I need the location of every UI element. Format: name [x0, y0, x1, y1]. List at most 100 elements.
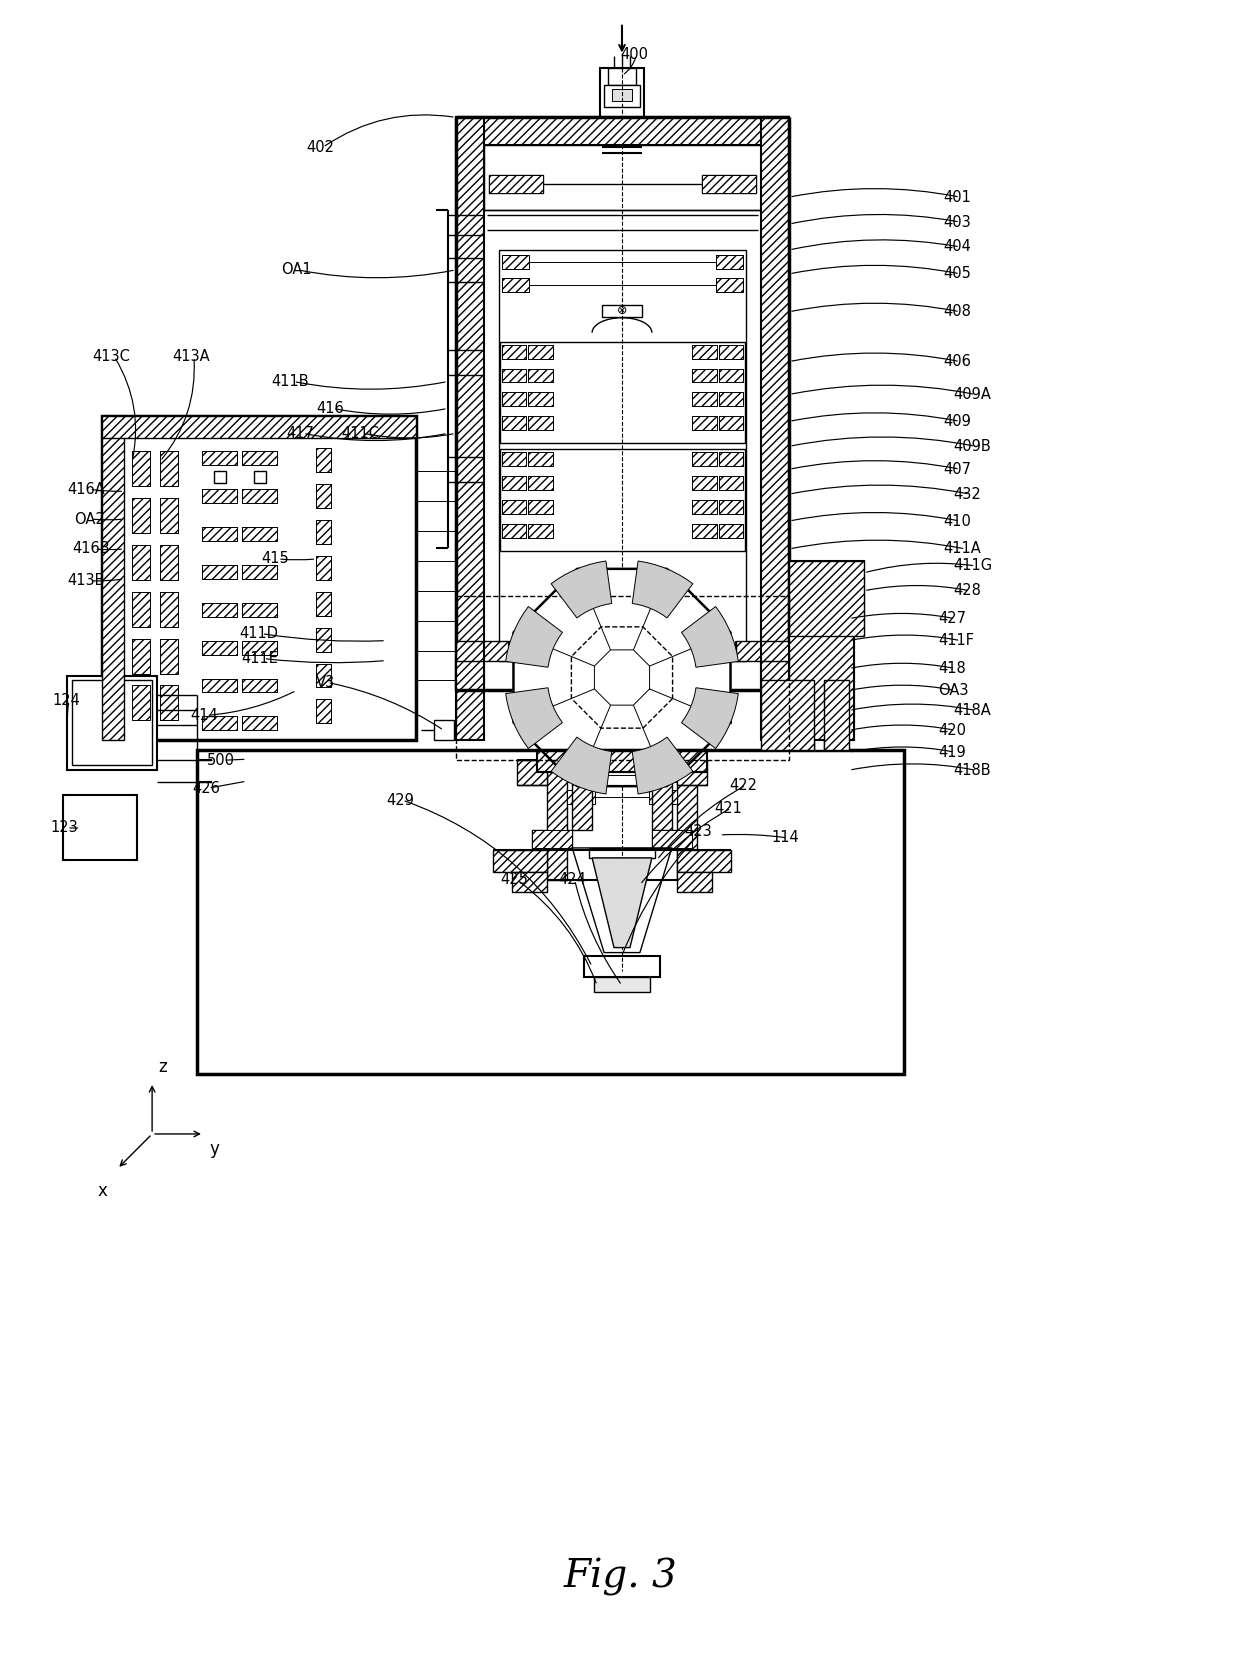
Text: 418A: 418A [954, 703, 991, 718]
Bar [584, 956, 660, 978]
Bar [316, 627, 331, 652]
Bar [316, 592, 331, 615]
Bar [789, 571, 854, 741]
Bar [160, 452, 179, 486]
Bar [692, 392, 717, 407]
Text: 500: 500 [207, 753, 234, 767]
Polygon shape [506, 688, 563, 749]
Bar [715, 255, 744, 270]
Bar [528, 417, 553, 430]
Bar [242, 566, 277, 579]
Text: 411F: 411F [939, 633, 975, 648]
Bar [702, 175, 756, 194]
Text: 410: 410 [944, 513, 971, 529]
Bar [718, 476, 744, 490]
Bar [500, 342, 745, 443]
Bar [202, 640, 237, 655]
Bar [456, 640, 508, 660]
Bar [242, 640, 277, 655]
Bar [242, 490, 277, 503]
Text: ⊗: ⊗ [616, 304, 627, 318]
Bar [692, 476, 717, 490]
Bar [532, 830, 572, 849]
Text: 414: 414 [190, 708, 218, 723]
Bar [133, 544, 150, 581]
Bar [242, 716, 277, 731]
Text: x: x [98, 1183, 108, 1199]
Bar [316, 700, 331, 723]
Bar [603, 304, 642, 316]
Bar [528, 500, 553, 514]
Text: 415: 415 [262, 551, 289, 566]
Bar [242, 566, 277, 579]
Bar [133, 452, 150, 486]
Bar [202, 678, 237, 693]
Bar [789, 561, 864, 635]
Bar [789, 571, 854, 741]
Bar [242, 716, 277, 731]
Bar [498, 250, 746, 660]
Bar [316, 700, 331, 723]
Bar [254, 471, 265, 483]
Bar [692, 500, 717, 514]
Bar [202, 566, 237, 579]
Text: 417: 417 [286, 425, 315, 442]
Bar [702, 175, 756, 194]
Bar [501, 417, 527, 430]
Bar [62, 796, 138, 860]
Bar [197, 751, 904, 1073]
Bar [501, 476, 527, 490]
Bar [652, 772, 672, 830]
Bar [715, 255, 744, 270]
Bar [484, 146, 761, 210]
Bar [589, 849, 655, 858]
Bar [572, 772, 593, 830]
Bar [718, 392, 744, 407]
Bar [789, 561, 864, 635]
Bar [692, 500, 717, 514]
Polygon shape [632, 738, 693, 794]
Bar [501, 255, 529, 270]
Bar [492, 850, 547, 872]
Bar [692, 369, 717, 382]
Bar [202, 602, 237, 617]
Text: 402: 402 [306, 141, 335, 155]
Bar [456, 117, 484, 690]
Bar [501, 255, 529, 270]
Bar [160, 685, 179, 721]
Bar [500, 450, 745, 551]
Text: 413C: 413C [92, 349, 130, 364]
Bar [501, 500, 527, 514]
Bar [677, 872, 712, 892]
Bar [202, 678, 237, 693]
Bar [718, 452, 744, 466]
Bar [677, 761, 697, 880]
Bar [501, 392, 527, 407]
Bar [528, 500, 553, 514]
Bar [692, 417, 717, 430]
Polygon shape [593, 858, 652, 948]
Bar [202, 602, 237, 617]
Polygon shape [551, 561, 611, 619]
Polygon shape [632, 561, 693, 619]
Bar [501, 476, 527, 490]
Text: 413B: 413B [67, 574, 105, 589]
Bar [501, 524, 527, 538]
Text: z: z [157, 1059, 167, 1077]
Text: 409: 409 [944, 414, 971, 428]
Bar [133, 638, 150, 673]
Bar [528, 344, 553, 359]
Text: 427: 427 [939, 612, 966, 627]
Bar [718, 344, 744, 359]
Bar [718, 500, 744, 514]
Bar [528, 344, 553, 359]
Bar [737, 640, 789, 660]
Text: 406: 406 [944, 354, 971, 369]
Text: 413A: 413A [172, 349, 210, 364]
Text: 404: 404 [944, 240, 971, 255]
Bar [528, 524, 553, 538]
Bar [761, 117, 789, 690]
Bar [202, 566, 237, 579]
Bar [133, 685, 150, 721]
Bar [160, 592, 179, 627]
